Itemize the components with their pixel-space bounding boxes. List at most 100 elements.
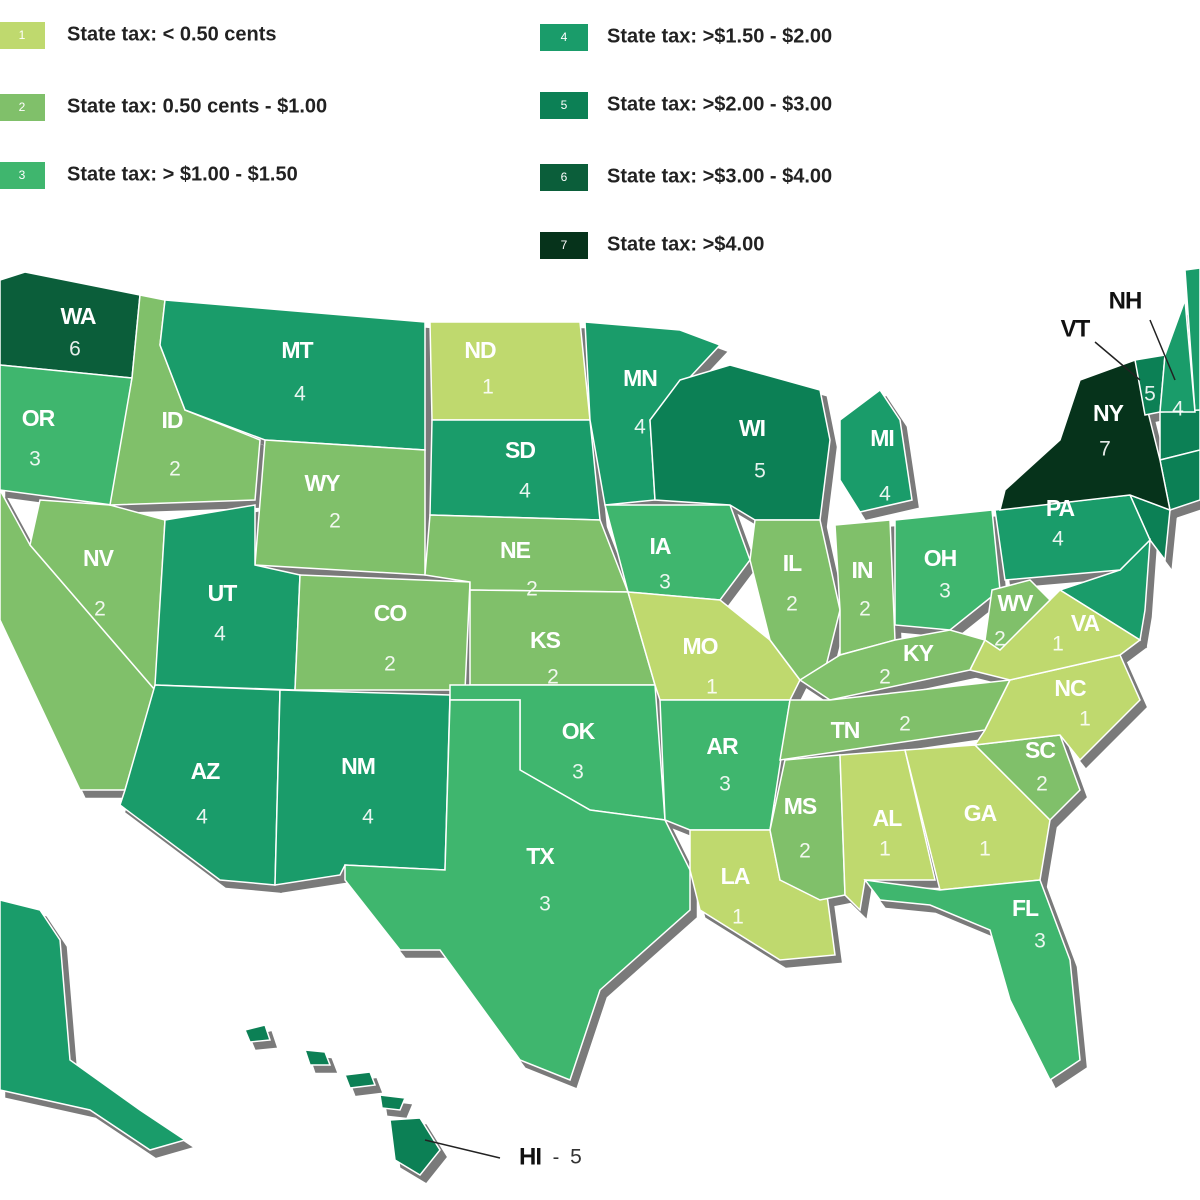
hawaii-island (303, 1049, 332, 1066)
hawaii-island (243, 1024, 272, 1043)
state-value: 1 (706, 676, 718, 699)
state-value: 4 (214, 623, 226, 646)
state-label: WI (739, 415, 765, 441)
state-value: 1 (482, 376, 494, 399)
state (429, 321, 591, 421)
state-label: NY (1093, 400, 1124, 426)
state-label: AR (706, 733, 739, 759)
state-label: MT (281, 337, 313, 363)
state-value: 1 (879, 838, 891, 861)
legend-swatch (0, 162, 45, 189)
state-label: NE (500, 537, 531, 563)
state-value: 2 (786, 593, 798, 616)
state-label: NH (1109, 287, 1142, 314)
legend-key: 2 (19, 100, 26, 114)
state (894, 509, 1001, 631)
state-label: ND (464, 337, 496, 363)
legend-swatch (540, 164, 588, 191)
state-value: 2 (879, 666, 891, 689)
hawaii-island (379, 1094, 407, 1111)
state-value: 1 (979, 838, 991, 861)
state-label: WV (997, 590, 1034, 616)
state-value: 4 (1052, 528, 1064, 551)
state (344, 699, 691, 1081)
state-label: IA (650, 533, 671, 559)
state (834, 519, 896, 656)
state-label: ID (162, 407, 183, 433)
state (294, 574, 471, 691)
legend-key: 4 (561, 30, 568, 44)
state-label: WY (304, 470, 340, 496)
state-label: CO (374, 600, 407, 626)
legend-label: State tax: >$4.00 (607, 233, 764, 255)
state-label: PA (1046, 495, 1075, 521)
state-label: MI (870, 425, 894, 451)
state (604, 504, 751, 601)
state-label: FL (1012, 895, 1039, 921)
state-label: AZ (191, 758, 221, 784)
state-value: 5 (1144, 383, 1156, 406)
state-label: VT (1061, 315, 1091, 342)
state-value: 2 (94, 598, 106, 621)
state (274, 689, 451, 886)
state-label: KS (530, 627, 561, 653)
state-value: 2 (169, 458, 181, 481)
state (429, 419, 601, 521)
state (469, 589, 656, 686)
state (649, 364, 831, 521)
legend-label: State tax: >$1.50 - $2.00 (607, 25, 832, 47)
map (0, 267, 1200, 1176)
labels: WA6OR3NV2ID2MT4WY2UT4CO2AZ4NM4ND1SD4NE2K… (22, 287, 1184, 1170)
state-label: WA (60, 303, 95, 329)
state-label: IL (783, 550, 802, 576)
state-value: 3 (572, 761, 584, 784)
state-value: 2 (994, 628, 1006, 651)
state (999, 359, 1172, 512)
legend-key: 7 (561, 238, 568, 252)
state-value: 4 (879, 483, 891, 506)
hawaii-island (389, 1117, 441, 1176)
state-value: 4 (519, 480, 531, 503)
separator: - (553, 1146, 560, 1168)
state (626, 591, 801, 701)
state-value: 5 (570, 1146, 582, 1169)
state-value: 2 (1036, 773, 1048, 796)
state-value: 2 (899, 713, 911, 736)
state-label: SD (505, 437, 535, 463)
state (1159, 299, 1196, 413)
legend-swatch (540, 92, 588, 119)
state-label: OK (562, 718, 596, 744)
legend-swatch (540, 24, 588, 51)
state-label: MO (682, 633, 717, 659)
legend-label: State tax: < 0.50 cents (67, 23, 277, 45)
state-shape (1184, 267, 1200, 414)
state-label: NC (1054, 675, 1086, 701)
state-value: 1 (1052, 633, 1064, 656)
state-value: 2 (859, 598, 871, 621)
state-value: 3 (939, 580, 951, 603)
legend-key: 3 (19, 168, 26, 182)
legend-label: State tax: > $1.00 - $1.50 (67, 163, 298, 185)
state-value: 1 (732, 906, 744, 929)
state (904, 744, 1051, 891)
state-label: NV (83, 545, 115, 571)
state-value: 3 (1034, 930, 1046, 953)
legend-swatch (540, 232, 588, 259)
state-label: NM (341, 753, 375, 779)
hawaii-island (343, 1071, 377, 1089)
leader-line (1149, 319, 1176, 381)
state-value: 3 (659, 571, 671, 594)
state-value: 3 (719, 773, 731, 796)
state-value: 5 (754, 460, 766, 483)
state-label: HI (519, 1143, 541, 1170)
state-label: OH (924, 545, 957, 571)
state-label: AL (873, 805, 903, 831)
state-label: OR (22, 405, 56, 431)
state (798, 629, 987, 701)
state-value: 2 (329, 510, 341, 533)
state-value: 2 (526, 578, 538, 601)
state (863, 879, 1081, 1082)
leader-line (424, 1139, 501, 1159)
state-value: 3 (29, 448, 41, 471)
state-value: 4 (294, 383, 306, 406)
